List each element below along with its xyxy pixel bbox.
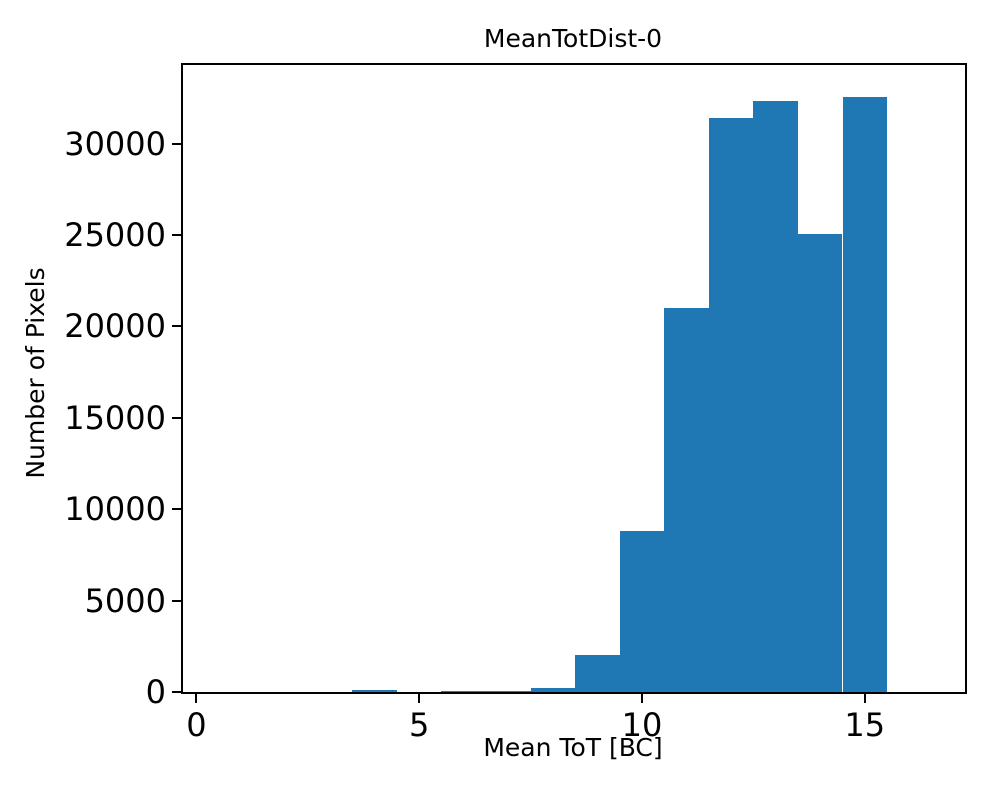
histogram-bar — [530, 688, 576, 692]
histogram-bar — [797, 234, 843, 692]
y-tick-label: 25000 — [64, 216, 166, 254]
histogram-bar — [486, 690, 531, 692]
histogram-bar — [708, 118, 754, 692]
x-tick-label: 10 — [621, 706, 663, 744]
x-tick-mark — [418, 694, 421, 703]
histogram-bar — [575, 655, 620, 692]
y-tick-label: 30000 — [64, 124, 166, 163]
y-tick-mark — [172, 142, 181, 145]
histogram-bar — [842, 97, 888, 692]
y-tick-mark — [172, 599, 181, 602]
y-tick-label: 10000 — [64, 490, 166, 529]
y-tick-mark — [172, 416, 181, 419]
x-tick-label: 0 — [186, 706, 207, 744]
y-tick-label: 0 — [145, 673, 166, 711]
histogram-bar — [441, 690, 486, 692]
x-tick-mark — [863, 694, 866, 703]
y-tick-label: 20000 — [64, 307, 166, 346]
y-axis-label: Number of Pixels — [21, 267, 50, 479]
y-tick-mark — [172, 508, 181, 511]
x-tick-label: 5 — [409, 706, 430, 744]
x-tick-mark — [641, 694, 643, 703]
x-axis-label: Mean ToT [BC] — [483, 733, 663, 762]
chart-title: MeanTotDist-0 — [483, 24, 663, 53]
axes-area: 0 5 10 15 0 5000 10000 15000 20000 25000 30000 — [64, 63, 967, 744]
histogram-bar — [619, 531, 665, 692]
y-tick-mark — [172, 691, 181, 693]
histogram-bar — [352, 690, 397, 692]
x-tick-mark — [195, 694, 198, 703]
histogram-bar — [664, 308, 709, 692]
y-tick-label: 15000 — [64, 398, 166, 437]
y-tick-mark — [172, 325, 181, 328]
histogram-bar — [753, 100, 798, 692]
x-tick-label: 15 — [844, 706, 886, 744]
y-tick-label: 5000 — [84, 581, 166, 620]
y-tick-mark — [172, 234, 181, 236]
